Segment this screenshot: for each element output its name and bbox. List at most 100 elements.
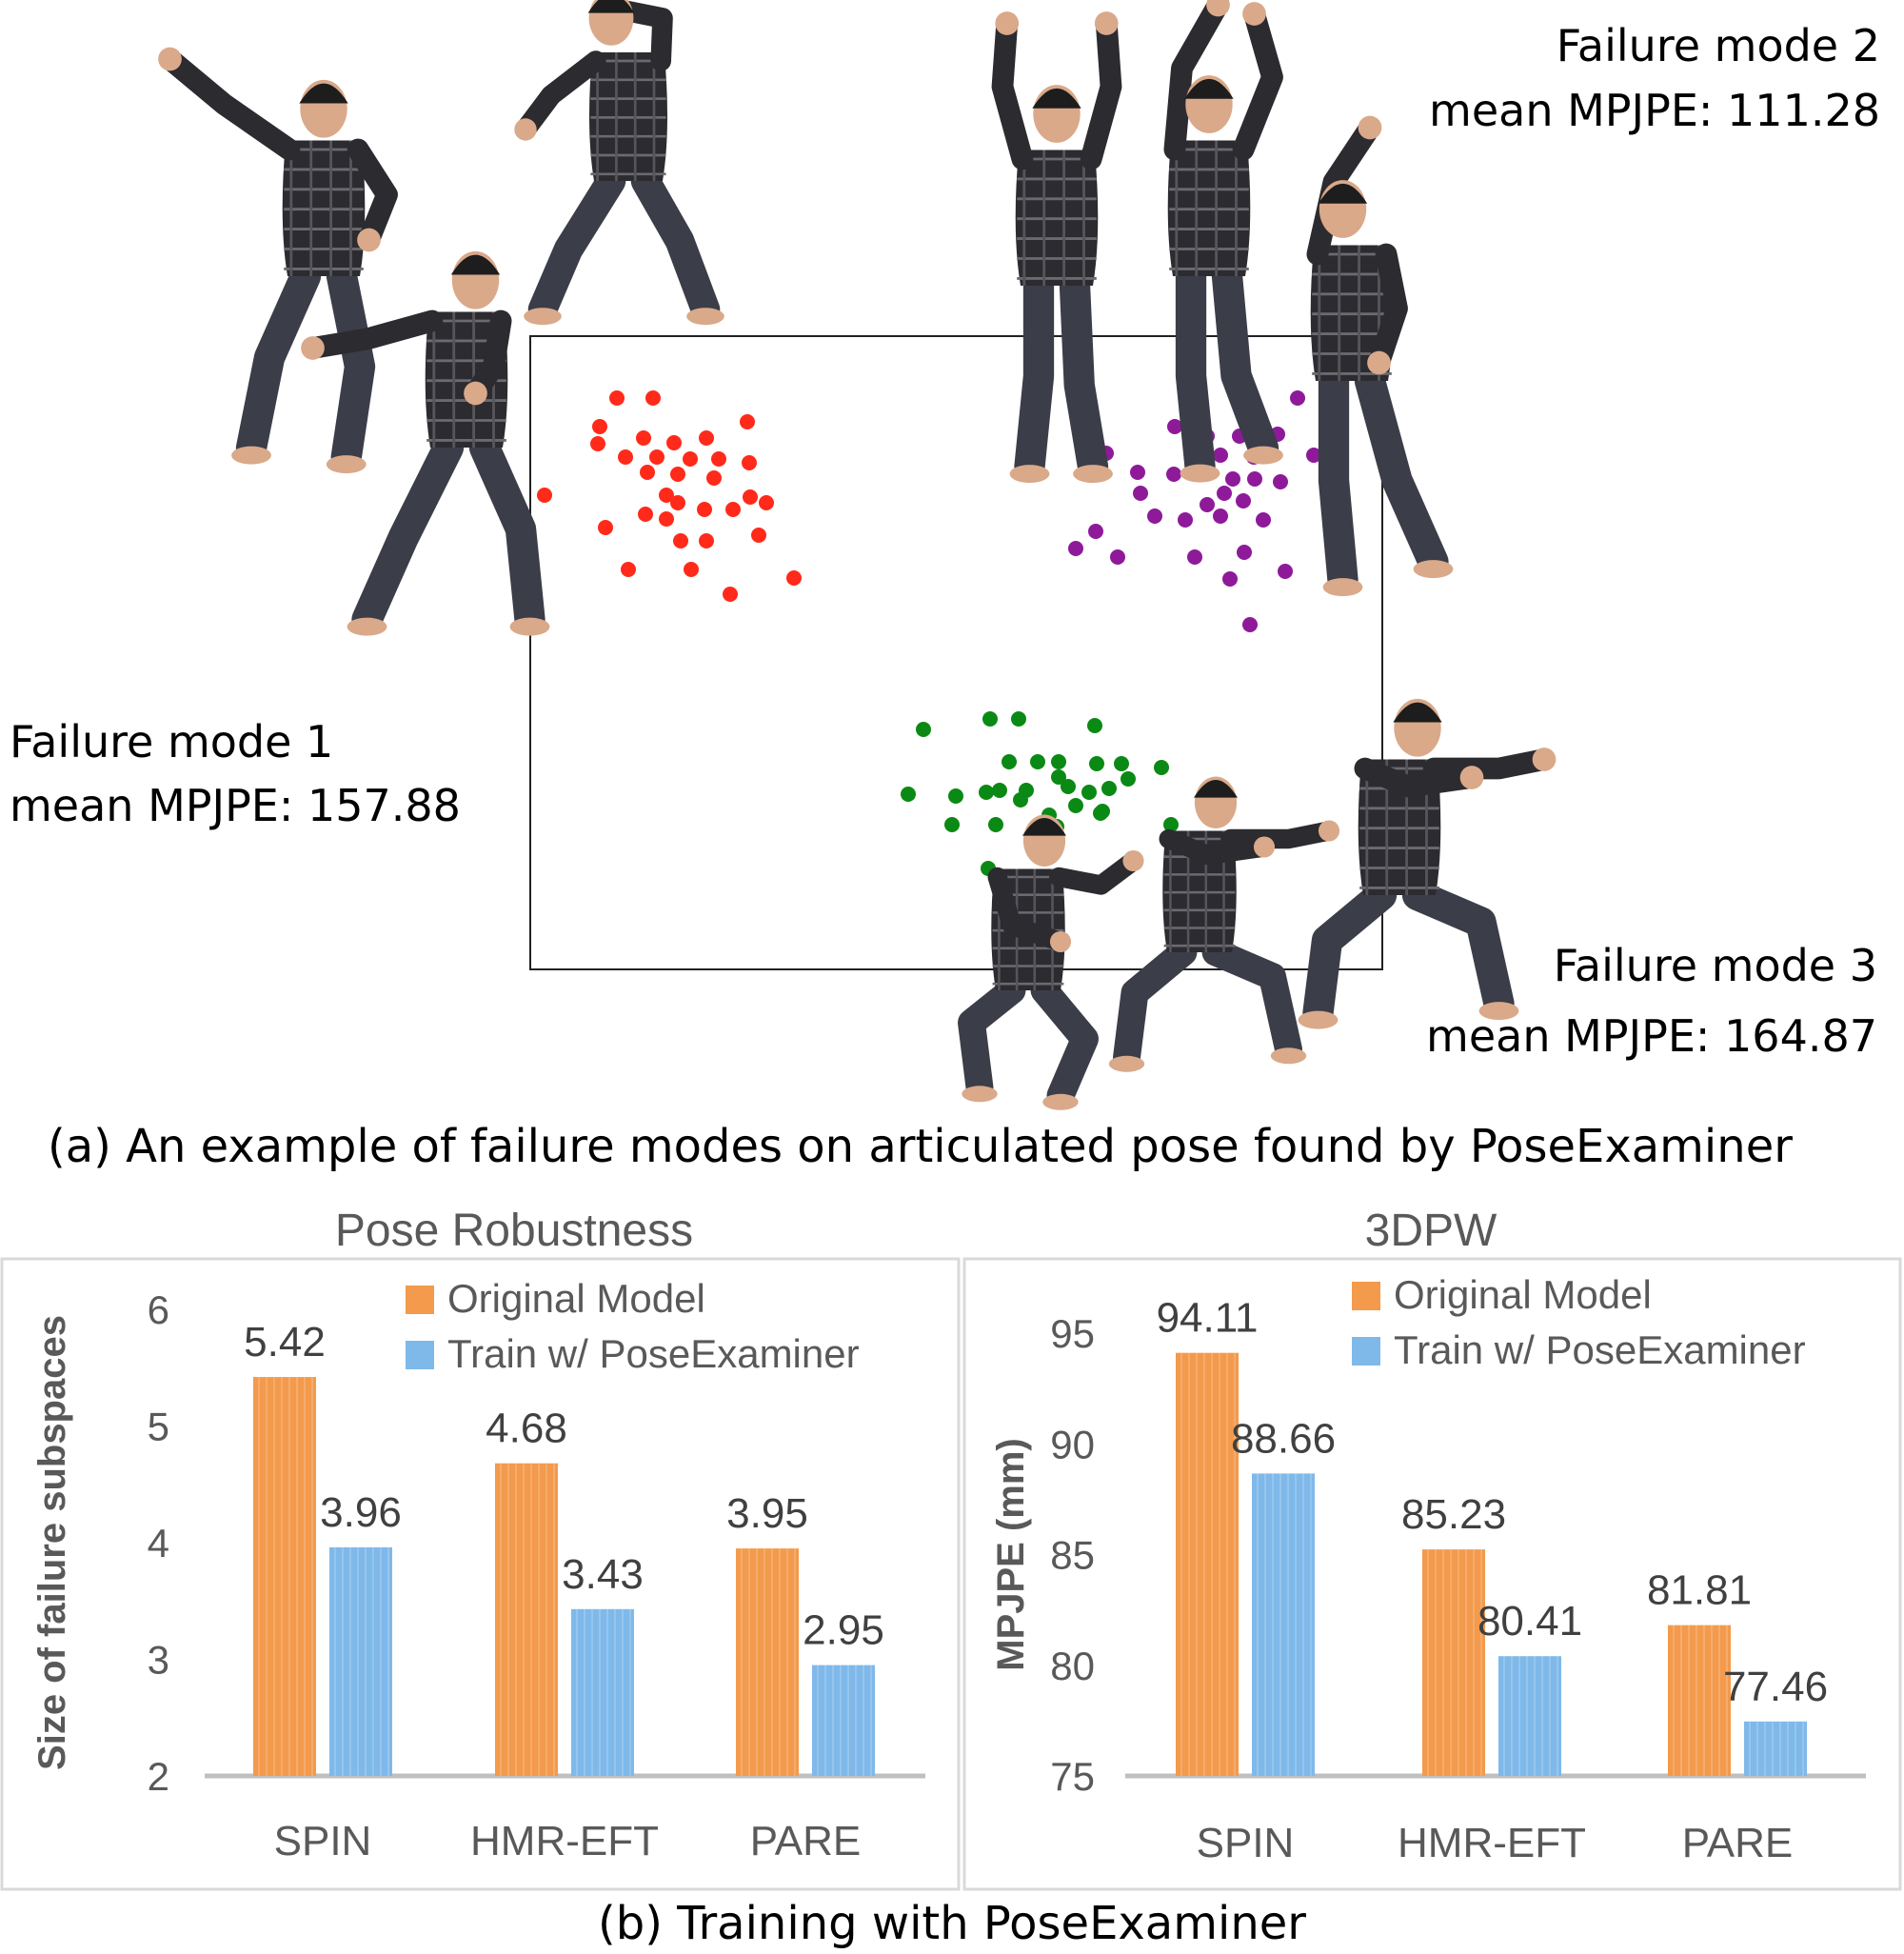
y-tick-label: 6: [148, 1287, 169, 1332]
legend-label: Original Model: [1394, 1272, 1652, 1317]
scatter-point: [1225, 471, 1240, 487]
scatter-point: [1278, 564, 1293, 579]
scatter-point: [1167, 419, 1182, 434]
x-tick-label: PARE: [1682, 1820, 1794, 1866]
scatter-point: [979, 785, 994, 800]
scatter-point: [1002, 754, 1017, 769]
scatter-point: [1213, 508, 1228, 524]
scatter-point: [740, 414, 755, 429]
failure-mode-2-title: Failure mode 2: [1557, 20, 1880, 71]
y-axis-title: Size of failure subspaces: [31, 1315, 73, 1770]
scatter-point: [1166, 467, 1181, 482]
scatter-point: [706, 470, 722, 486]
data-label: 77.46: [1723, 1664, 1828, 1710]
legend-label: Train w/ PoseExaminer: [1394, 1327, 1806, 1372]
bar-train-poseexaminer: [571, 1608, 634, 1776]
failure-mode-1-metric: mean MPJPE: 157.88: [10, 780, 461, 831]
data-label: 3.96: [320, 1489, 402, 1536]
y-tick-label: 4: [148, 1521, 169, 1565]
scatter-point: [723, 587, 738, 602]
human-pose-figure: [1163, 0, 1283, 483]
scatter-point: [988, 817, 1003, 832]
scatter-point: [725, 502, 741, 517]
scatter-point: [1222, 571, 1238, 587]
scatter-point: [649, 449, 664, 465]
scatter-point: [743, 489, 758, 505]
failure-mode-3-metric: mean MPJPE: 164.87: [1426, 1010, 1877, 1062]
scatter-point: [1236, 493, 1251, 508]
scatter-point: [1187, 549, 1202, 565]
legend-label: Train w/ PoseExaminer: [447, 1331, 860, 1376]
chart-title: 3DPW: [1365, 1206, 1497, 1256]
scatter-point: [621, 562, 636, 577]
scatter-point: [1178, 512, 1193, 528]
y-tick-label: 85: [1050, 1533, 1095, 1578]
scatter-point: [1163, 817, 1179, 832]
scatter-point: [948, 788, 963, 804]
bar-original-model: [1422, 1549, 1485, 1776]
y-tick-label: 3: [148, 1638, 169, 1683]
scatter-point: [1110, 549, 1125, 565]
human-pose-figure: [158, 47, 398, 474]
scatter-point: [1068, 541, 1083, 556]
y-tick-label: 90: [1050, 1422, 1095, 1466]
scatter-point: [1247, 471, 1262, 487]
scatter-point: [1114, 756, 1129, 771]
data-label: 85.23: [1401, 1491, 1506, 1538]
data-label: 5.42: [244, 1319, 326, 1366]
scatter-point: [699, 430, 714, 446]
human-pose-figure: [991, 11, 1122, 484]
scatter-point: [670, 467, 685, 482]
scatter-point: [609, 390, 625, 406]
failure-mode-1-points: [537, 390, 802, 602]
scatter-point: [636, 430, 651, 446]
scatter-point: [1147, 508, 1162, 524]
bar-train-poseexaminer: [1744, 1721, 1807, 1776]
scatter-point: [1068, 798, 1083, 813]
scatter-point: [697, 502, 712, 517]
scatter-point: [537, 488, 552, 503]
scatter-point: [982, 711, 998, 727]
data-label: 3.95: [726, 1490, 808, 1537]
scatter-point: [683, 451, 698, 467]
legend-label: Original Model: [447, 1276, 705, 1321]
x-tick-label: SPIN: [1197, 1820, 1295, 1866]
y-tick-label: 75: [1050, 1754, 1095, 1799]
scatter-point: [1242, 617, 1258, 632]
scatter-point: [1087, 718, 1102, 733]
latent-space-frame: [529, 335, 1383, 970]
data-label: 3.43: [562, 1551, 644, 1598]
x-tick-label: HMR-EFT: [470, 1818, 659, 1864]
human-pose-figure: [1298, 698, 1557, 1029]
data-label: 4.68: [486, 1406, 567, 1452]
scatter-point: [742, 455, 757, 470]
y-tick-label: 2: [148, 1754, 169, 1799]
y-axis-title: MPJPE (mm): [990, 1438, 1032, 1671]
scatter-point: [1213, 448, 1228, 463]
scatter-point: [659, 488, 674, 503]
caption-b: (b) Training with PoseExaminer: [598, 1897, 1306, 1950]
scatter-point: [1200, 497, 1215, 512]
bar-train-poseexaminer: [329, 1546, 392, 1776]
failure-mode-1-title: Failure mode 1: [10, 716, 333, 768]
scatter-point: [1088, 524, 1103, 539]
scatter-point: [1273, 474, 1288, 489]
scatter-point: [1061, 779, 1076, 794]
scatter-point: [1081, 785, 1097, 800]
scatter-point: [1154, 760, 1169, 775]
y-tick-label: 95: [1050, 1311, 1095, 1356]
failure-mode-2-metric: mean MPJPE: 111.28: [1429, 85, 1880, 136]
x-tick-label: SPIN: [274, 1818, 372, 1864]
scatter-point: [1290, 390, 1305, 406]
data-label: 81.81: [1647, 1567, 1752, 1614]
scatter-point: [590, 436, 605, 451]
scatter-point: [645, 390, 661, 406]
data-label: 88.66: [1231, 1415, 1336, 1462]
pose-renderings: [158, 0, 1557, 1110]
x-tick-label: HMR-EFT: [1398, 1820, 1586, 1866]
y-tick-label: 80: [1050, 1644, 1095, 1688]
scatter-point: [759, 495, 774, 510]
scatter-point: [901, 787, 916, 802]
scatter-point: [638, 507, 653, 522]
